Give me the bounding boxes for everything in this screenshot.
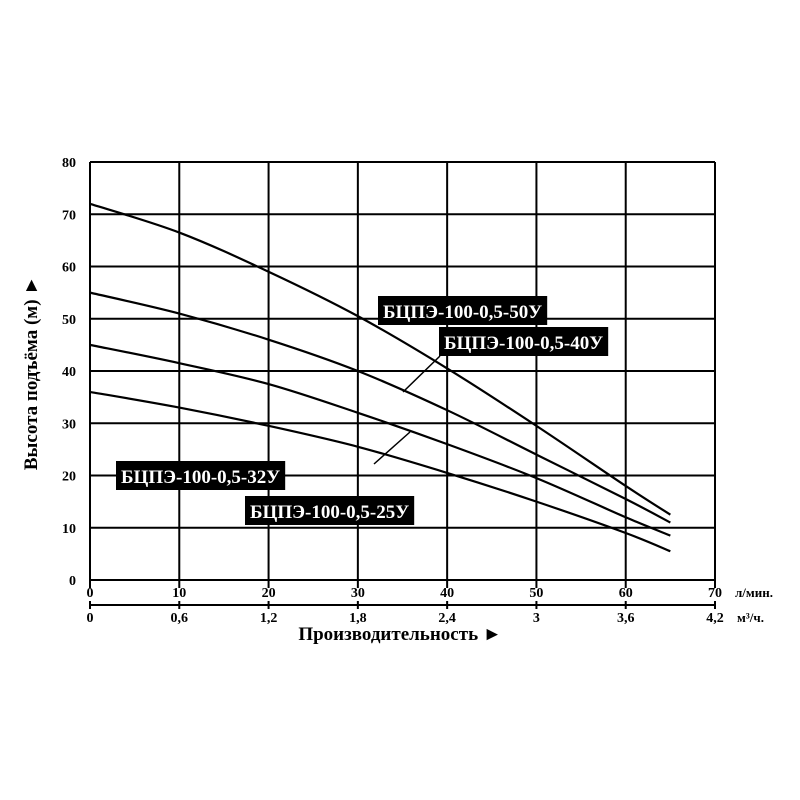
x-unit-secondary: м³/ч. [737,610,764,625]
series-label-2: БЦПЭ-100-0,5-32У [116,461,286,490]
y-tick-label: 0 [69,574,76,589]
x-tick-label: 50 [529,586,543,601]
x-tick-label-secondary: 0 [87,611,94,626]
label-pointer-line [373,431,411,465]
label-pointers [373,355,441,465]
y-tick-label: 10 [62,522,76,537]
x-tick-label-secondary: 1,8 [349,611,367,626]
series-label-text: БЦПЭ-100-0,5-40У [444,333,603,354]
y-tick-label: 20 [62,470,76,485]
y-tick-label: 40 [62,365,76,380]
series-line-0 [89,202,671,516]
y-tick-label: 80 [62,156,76,171]
series-labels: БЦПЭ-100-0,5-50У БЦПЭ-100-0,5-40У БЦПЭ-100… [116,296,609,525]
x-tick-label: 20 [262,586,276,601]
series-label-text: БЦПЭ-100-0,5-32У [121,467,280,488]
x-tick-label: 40 [440,586,454,601]
y-tick-label: 50 [62,313,76,328]
x-tick-label-secondary: 2,4 [438,611,456,626]
series-label-1: БЦПЭ-100-0,5-40У [439,327,609,356]
x-tick-label-secondary: 0,6 [171,611,189,626]
tick-labels: 00100,6201,2301,8402,4503603,6704,201020… [62,156,724,626]
series-label-box [378,296,548,325]
x-axis-title: Производительность ► [298,624,501,645]
y-tick-label: 60 [62,261,76,276]
x-tick-label-secondary: 1,2 [260,611,278,626]
series-label-box [439,327,609,356]
y-axis-title: Высота подъёма (м) ► [21,276,42,470]
x-unit-primary: л/мин. [735,585,773,600]
y-tick-label: 30 [62,417,76,432]
x-tick-label: 60 [619,586,633,601]
x-tick-label-secondary: 3,6 [617,611,635,626]
grid [89,161,716,609]
series-label-text: БЦПЭ-100-0,5-50У [383,302,542,323]
series-line-3 [89,390,671,553]
x-tick-label: 70 [708,586,722,601]
series-label-3: БЦПЭ-100-0,5-25У [245,496,415,525]
series-line-1 [89,291,671,524]
series-lines [89,202,671,553]
series-line-2 [89,343,671,537]
series-label-box [245,496,415,525]
x-tick-label-secondary: 3 [533,611,540,626]
series-label-box [116,461,286,490]
series-label-text: БЦПЭ-100-0,5-25У [250,502,409,523]
series-label-0: БЦПЭ-100-0,5-50У [378,296,548,325]
x-tick-label-secondary: 4,2 [706,611,724,626]
x-tick-label: 0 [87,586,94,601]
label-pointer-line [402,355,441,393]
y-tick-label: 70 [62,208,76,223]
x-tick-label: 10 [172,586,186,601]
x-tick-label: 30 [351,586,365,601]
